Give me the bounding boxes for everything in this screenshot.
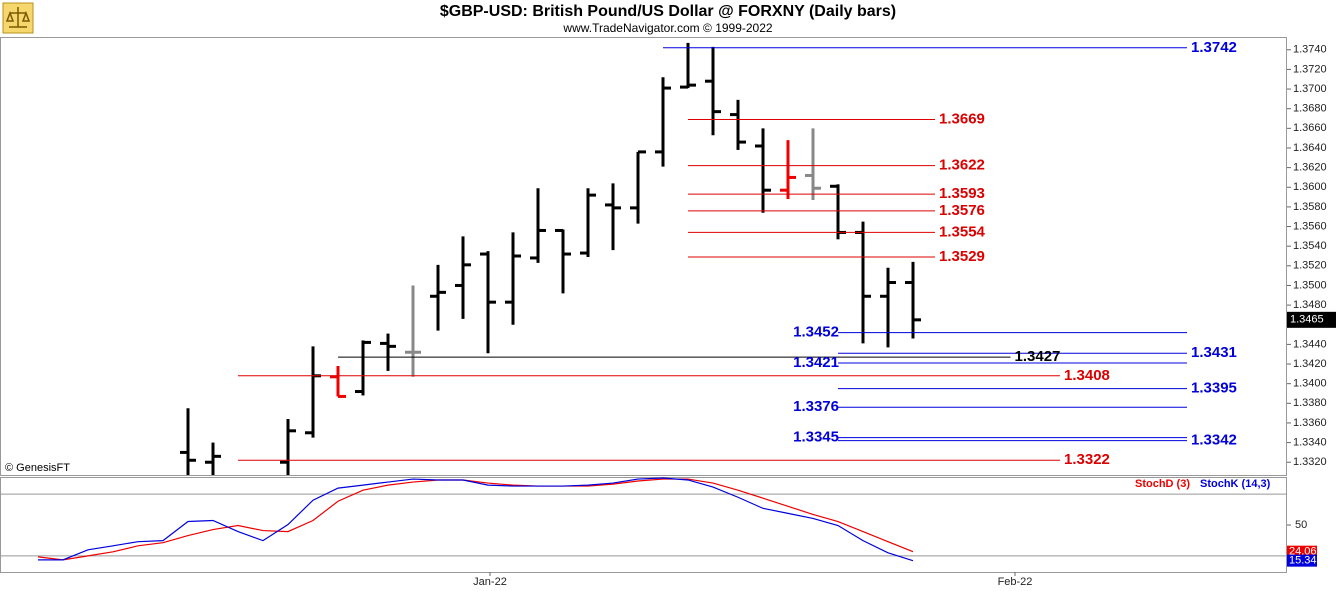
last-price-box <box>1287 311 1336 328</box>
level-label: 1.3554 <box>939 223 986 240</box>
level-label: 1.3408 <box>1064 367 1110 384</box>
stoch-panel <box>0 477 1287 573</box>
last-price: 1.3465 <box>1290 314 1324 326</box>
y-tick-label: 1.3640 <box>1293 142 1327 154</box>
last-value-box <box>1287 554 1317 567</box>
last-value: 24.06 <box>1289 546 1317 558</box>
y-tick-label: 1.3320 <box>1293 456 1327 468</box>
stoch-line <box>37 478 914 561</box>
y-tick-label: 1.3560 <box>1293 220 1327 232</box>
level-label: 1.3322 <box>1064 451 1110 468</box>
y-tick-label: 1.3520 <box>1293 260 1327 272</box>
y-tick-label: 1.3440 <box>1293 338 1327 350</box>
x-tick-label: Feb-22 <box>998 576 1033 588</box>
level-label: 1.3345 <box>793 429 839 446</box>
legend-entry: StochK (14,3) <box>1200 478 1271 490</box>
level-label: 1.3742 <box>1191 39 1237 56</box>
level-label: 1.3395 <box>1191 380 1237 397</box>
level-label: 1.3427 <box>1015 348 1061 365</box>
y-tick-label: 1.3340 <box>1293 436 1327 448</box>
y-tick-label: 1.3680 <box>1293 103 1327 115</box>
y-tick-label: 1.3360 <box>1293 417 1327 429</box>
level-label: 1.3669 <box>939 110 985 127</box>
level-label: 1.3529 <box>939 248 985 265</box>
y-tick-label: 1.3580 <box>1293 201 1327 213</box>
y-tick-label: 1.3540 <box>1293 240 1327 252</box>
level-label: 1.3576 <box>939 202 985 219</box>
stoch-line <box>38 477 914 562</box>
main-panel <box>0 37 1287 476</box>
level-label: 1.3342 <box>1191 432 1237 449</box>
logo <box>2 2 34 34</box>
y-tick-label: 1.3720 <box>1293 63 1327 75</box>
y-tick-label: 50 <box>1295 519 1307 531</box>
y-tick-label: 1.3600 <box>1293 181 1327 193</box>
level-label: 1.3376 <box>793 398 839 415</box>
legend-entry: StochD (3) <box>1135 478 1190 490</box>
y-tick-label: 1.3660 <box>1293 122 1327 134</box>
level-label: 1.3622 <box>939 157 985 174</box>
y-tick-label: 1.3480 <box>1293 299 1327 311</box>
level-label: 1.3452 <box>793 324 839 341</box>
level-label: 1.3593 <box>939 185 985 202</box>
level-label: 1.3431 <box>1191 344 1237 361</box>
x-tick-label: Jan-22 <box>473 576 507 588</box>
y-tick-label: 1.3700 <box>1293 83 1327 95</box>
y-tick-label: 1.3620 <box>1293 162 1327 174</box>
chart-subtitle: www.TradeNavigator.com © 1999-2022 <box>562 21 772 35</box>
price-plot <box>180 42 921 475</box>
y-tick-label: 1.3740 <box>1293 44 1327 56</box>
chart-title: $GBP-USD: British Pound/US Dollar @ FORX… <box>440 3 896 20</box>
last-value: 15.34 <box>1289 555 1317 567</box>
y-tick-label: 1.3380 <box>1293 397 1327 409</box>
watermark: © GenesisFT <box>5 462 70 474</box>
y-tick-label: 1.3420 <box>1293 358 1327 370</box>
y-tick-label: 1.3400 <box>1293 378 1327 390</box>
y-tick-label: 1.3500 <box>1293 279 1327 291</box>
stoch-plot <box>0 477 1287 562</box>
level-label: 1.3421 <box>793 354 839 371</box>
